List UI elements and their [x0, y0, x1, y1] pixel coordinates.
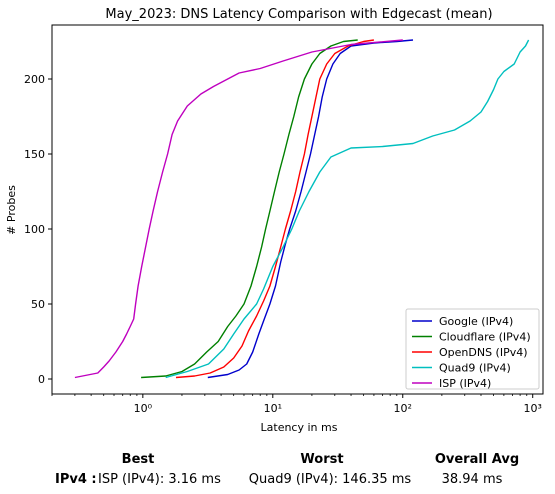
best-value: ISP (IPv4): 3.16 ms: [98, 472, 221, 487]
y-tick-label: 200: [24, 73, 45, 86]
series-line-quad9-ipv4: [165, 39, 530, 379]
series-line-google-ipv4: [207, 39, 414, 379]
overall-avg-header: Overall Avg: [434, 452, 520, 467]
y-tick-label: 150: [24, 148, 45, 161]
legend-entry: ISP (IPv4): [439, 377, 491, 390]
series-line-opendns-ipv4: [175, 39, 375, 379]
ipv4-row-label: IPv4 :: [55, 472, 97, 487]
y-tick-label: 50: [31, 298, 45, 311]
latency-chart: May_2023: DNS Latency Comparison with Ed…: [5, 7, 544, 434]
y-tick-label: 0: [38, 373, 45, 386]
best-header: Best: [121, 452, 155, 467]
legend-entry: Google (IPv4): [439, 315, 513, 328]
legend-entry: OpenDNS (IPv4): [439, 346, 528, 359]
y-tick-label: 100: [24, 223, 45, 236]
x-tick-label: 10¹: [264, 402, 282, 415]
summary-table: Best Worst Overall Avg IPv4 : ISP (IPv4)…: [0, 448, 555, 494]
axis-layer: 10⁰ 10¹ 10² 10³ 0 50 100 150 200: [24, 73, 542, 415]
legend-entry: Cloudflare (IPv4): [439, 331, 531, 344]
series-line-cloudflare-ipv4: [141, 39, 358, 379]
worst-value: Quad9 (IPv4): 146.35 ms: [248, 472, 412, 487]
series-layer: [74, 39, 530, 379]
series-line-isp-ipv4: [74, 39, 403, 379]
x-tick-label: 10²: [394, 402, 412, 415]
overall-avg-value: 38.94 ms: [441, 472, 503, 487]
legend: Google (IPv4) Cloudflare (IPv4) OpenDNS (I…: [405, 308, 540, 390]
legend-box: [405, 308, 540, 390]
chart-title: May_2023: DNS Latency Comparison with Ed…: [105, 7, 492, 22]
legend-entry: Quad9 (IPv4): [439, 362, 511, 375]
x-axis-label: Latency in ms: [261, 421, 338, 434]
worst-header: Worst: [300, 452, 344, 467]
x-tick-label: 10⁰: [134, 402, 153, 415]
y-axis-label: # Probes: [5, 185, 18, 235]
x-tick-label: 10³: [523, 402, 541, 415]
